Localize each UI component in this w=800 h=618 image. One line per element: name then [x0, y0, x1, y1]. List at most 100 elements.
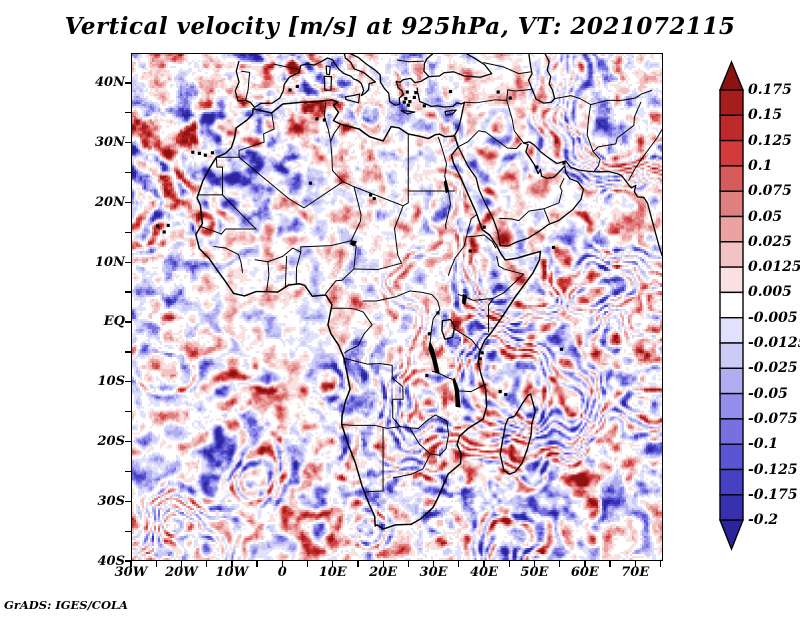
y-axis-label: 10N: [95, 254, 125, 270]
island-coastline: [400, 109, 416, 115]
x-axis-tick: [130, 561, 132, 567]
x-axis-tick: [332, 561, 334, 567]
island-or-lake-dot: [308, 181, 312, 185]
island-or-lake-dot: [436, 311, 440, 315]
country-border: [199, 225, 222, 235]
coastline: [499, 393, 536, 475]
x-axis-label: 70E: [621, 565, 650, 580]
grads-credit: GrADS: IGES/COLA: [4, 598, 128, 612]
colorbar-label: -0.025: [748, 360, 798, 377]
country-border: [456, 383, 487, 393]
x-axis-label: 10E: [318, 565, 347, 580]
island-or-lake-dot: [422, 104, 426, 108]
colorbar-label: 0.125: [748, 132, 792, 149]
colorbar-segment: [719, 241, 744, 268]
country-border: [241, 70, 251, 101]
x-axis-tick: [231, 561, 233, 567]
colorbar-label: 0.175: [748, 82, 792, 98]
country-border: [238, 156, 344, 209]
x-axis-tick: [609, 561, 611, 567]
colorbar-segment: [719, 266, 744, 294]
island-or-lake-dot: [166, 223, 170, 228]
country-border: [628, 129, 662, 181]
island-or-lake-dot: [372, 197, 376, 201]
country-border: [341, 424, 411, 429]
island-or-lake-dot: [535, 165, 539, 169]
coastline: [195, 99, 542, 530]
y-axis-tick: [125, 201, 131, 204]
x-axis-tick: [559, 561, 561, 567]
x-axis-tick: [256, 561, 258, 567]
country-border: [586, 104, 601, 173]
y-axis-tick: [125, 470, 131, 473]
y-axis-tick: [125, 171, 131, 174]
country-border: [215, 112, 275, 158]
country-border: [325, 240, 357, 295]
country-border: [447, 236, 467, 276]
y-axis-tick: [125, 500, 131, 502]
island-or-lake-dot: [322, 118, 326, 122]
x-axis-label: 60E: [570, 565, 599, 580]
y-axis-label: 20S: [97, 433, 125, 449]
country-border: [362, 290, 441, 343]
country-border: [392, 398, 404, 428]
island-or-lake-dot: [504, 392, 508, 397]
coastline: [428, 54, 493, 78]
island-or-lake-dot: [210, 151, 215, 155]
y-axis-tick: [125, 231, 131, 233]
x-axis-tick: [659, 561, 662, 567]
colorbar-label: -0.0125: [748, 335, 800, 351]
country-border: [590, 89, 653, 106]
country-border: [506, 88, 533, 101]
y-axis-tick: [125, 351, 131, 353]
island-or-lake-dot: [295, 84, 299, 89]
colorbar-segment: [719, 114, 744, 142]
colorbar-arrow: [718, 60, 745, 91]
y-axis-tick: [125, 440, 131, 443]
island-or-lake-dot: [402, 100, 406, 104]
colorbar-segment: [719, 139, 744, 167]
colorbar-segment: [719, 392, 744, 420]
x-axis-tick: [508, 561, 510, 567]
colorbar-segment: [719, 291, 744, 319]
island-or-lake-dot: [468, 249, 472, 253]
y-axis-tick: [125, 142, 131, 144]
country-border: [434, 414, 449, 456]
colorbar-label: 0.05: [748, 208, 783, 225]
x-axis-label: 40E: [469, 565, 498, 580]
colorbar-label: -0.175: [748, 486, 798, 503]
country-border: [254, 247, 302, 263]
country-border: [350, 186, 362, 242]
coastline: [457, 142, 585, 247]
island-or-lake-dot: [482, 225, 486, 229]
colorbar-segment: [719, 367, 744, 395]
island-or-lake-dot: [197, 151, 201, 156]
country-border: [330, 123, 342, 143]
country-border: [492, 273, 525, 299]
y-axis-tick: [125, 560, 131, 562]
y-axis-label: 40N: [95, 75, 125, 91]
colorbar-segment: [719, 468, 744, 496]
island-or-lake-dot: [562, 161, 566, 165]
island-or-lake-dot: [414, 91, 418, 95]
coastline: [350, 54, 434, 106]
island-or-lake-dot: [406, 103, 410, 107]
x-axis-tick: [458, 561, 460, 567]
country-border: [543, 208, 550, 223]
country-border: [554, 95, 592, 106]
x-axis-tick: [180, 561, 183, 567]
y-axis-tick: [125, 321, 131, 323]
island-or-lake-dot: [496, 90, 500, 94]
x-axis-label: 20W: [165, 565, 198, 580]
country-border: [464, 99, 508, 104]
island-or-lake-dot: [288, 88, 292, 92]
colorbar-label: -0.125: [748, 461, 798, 478]
island-or-lake-dot: [559, 347, 564, 351]
y-axis-tick: [125, 291, 131, 293]
country-border: [396, 59, 424, 63]
plot-title: Vertical velocity [m/s] at 925hPa, VT: 2…: [64, 13, 736, 40]
x-axis-tick: [206, 561, 208, 567]
map-plot-area: [131, 53, 663, 561]
colorbar-label: 0.15: [748, 107, 783, 124]
country-border: [343, 357, 404, 400]
